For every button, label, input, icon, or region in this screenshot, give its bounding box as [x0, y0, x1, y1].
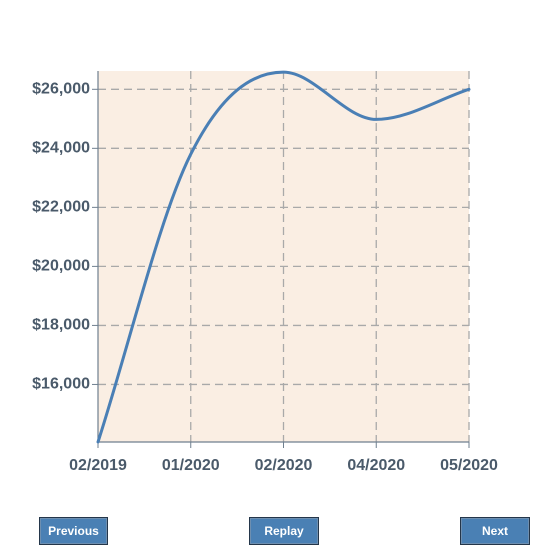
tick-labels: $16,000 $18,000 $20,000 $22,000 $24,000 $26,0…: [32, 81, 498, 474]
previous-button[interactable]: Previous: [39, 517, 108, 545]
data-point: [468, 88, 471, 91]
x-tick-label: 04/2020: [347, 457, 405, 474]
y-tick-label: $18,000: [32, 317, 90, 334]
x-tick-label: 05/2020: [440, 457, 498, 474]
x-tick-label: 02/2019: [69, 457, 127, 474]
replay-button[interactable]: Replay: [249, 517, 319, 545]
y-tick-label: $22,000: [32, 199, 90, 216]
grid: [98, 71, 470, 442]
data-point: [282, 71, 285, 74]
y-tick-label: $24,000: [32, 140, 90, 157]
series-line: [96, 70, 471, 444]
y-tick-label: $16,000: [32, 376, 90, 393]
data-point: [97, 441, 100, 444]
x-tick-label: 01/2020: [162, 457, 220, 474]
line-chart: $16,000 $18,000 $20,000 $22,000 $24,000 $26,0…: [32, 70, 498, 474]
y-tick-label: $26,000: [32, 81, 90, 98]
x-tick-label: 02/2020: [255, 457, 313, 474]
y-tick-label: $20,000: [32, 258, 90, 275]
data-point: [189, 153, 192, 156]
series-layer: [96, 70, 471, 444]
data-point: [375, 118, 378, 121]
next-button[interactable]: Next: [460, 517, 530, 545]
